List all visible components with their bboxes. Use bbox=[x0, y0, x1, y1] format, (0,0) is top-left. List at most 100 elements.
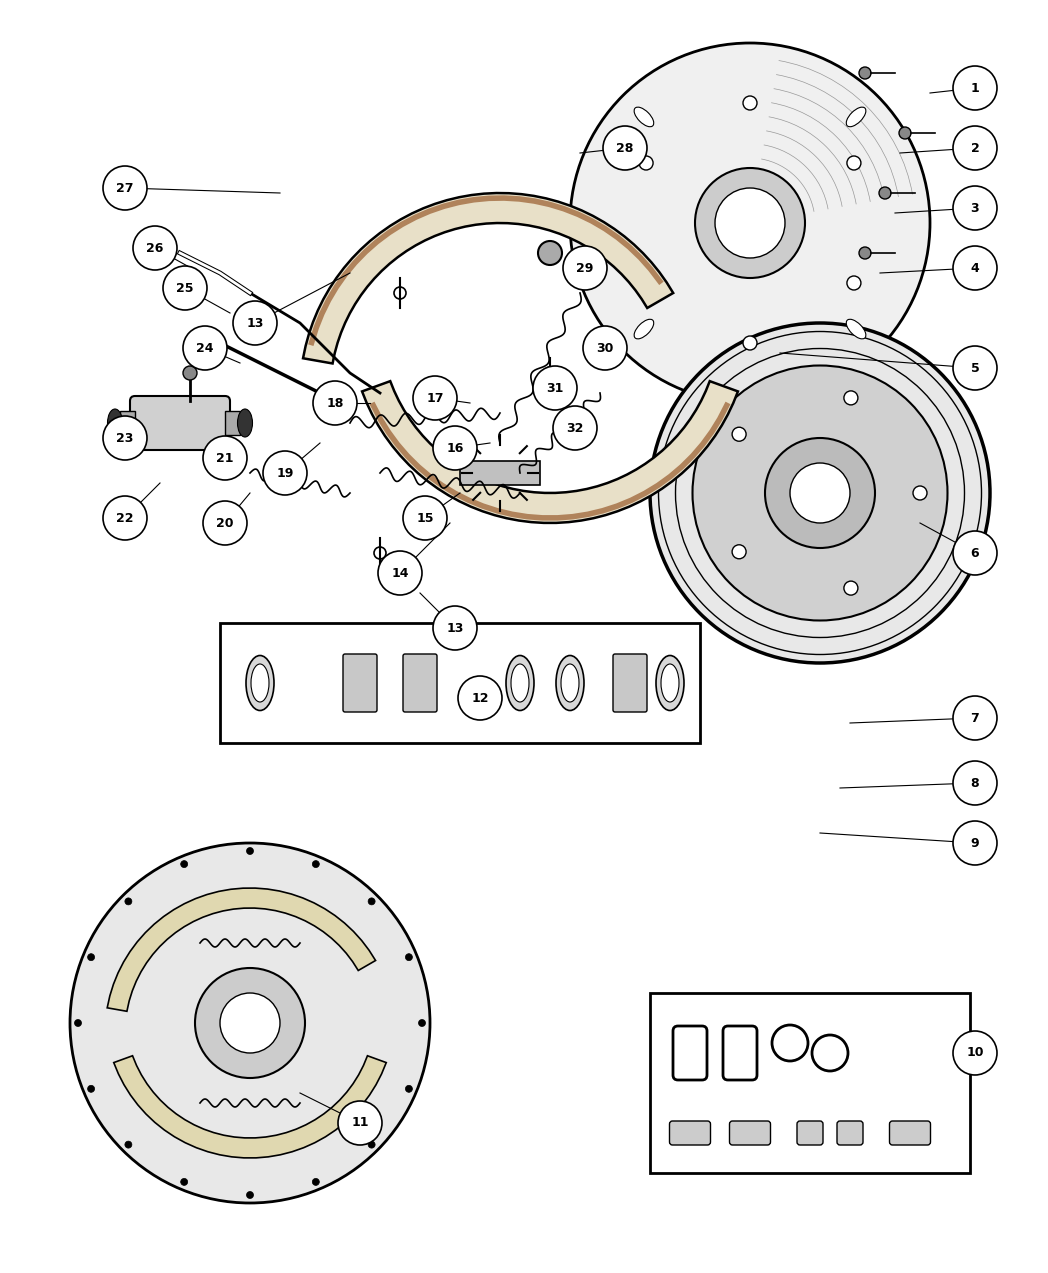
Text: 23: 23 bbox=[116, 432, 134, 444]
Text: 8: 8 bbox=[970, 777, 979, 789]
Circle shape bbox=[133, 227, 177, 270]
Text: 32: 32 bbox=[566, 421, 584, 434]
Text: 6: 6 bbox=[970, 546, 979, 560]
Ellipse shape bbox=[847, 107, 866, 127]
Circle shape bbox=[312, 861, 320, 868]
FancyBboxPatch shape bbox=[729, 1122, 770, 1144]
Text: 21: 21 bbox=[216, 452, 234, 465]
Circle shape bbox=[406, 1086, 413, 1092]
Circle shape bbox=[183, 326, 227, 370]
Text: 25: 25 bbox=[176, 281, 194, 294]
Circle shape bbox=[403, 496, 447, 540]
Text: 28: 28 bbox=[616, 141, 634, 154]
Circle shape bbox=[74, 1020, 82, 1026]
Text: 31: 31 bbox=[546, 382, 564, 395]
Circle shape bbox=[339, 1101, 383, 1144]
Circle shape bbox=[899, 127, 911, 139]
Polygon shape bbox=[303, 193, 673, 364]
Circle shape bbox=[433, 426, 477, 470]
Circle shape bbox=[88, 953, 94, 961]
Text: 26: 26 bbox=[147, 242, 163, 255]
Ellipse shape bbox=[661, 665, 679, 701]
Circle shape bbox=[246, 848, 254, 854]
Circle shape bbox=[715, 188, 785, 258]
Circle shape bbox=[88, 1086, 94, 1092]
Circle shape bbox=[743, 336, 757, 350]
Circle shape bbox=[953, 531, 997, 575]
Ellipse shape bbox=[556, 656, 584, 710]
Circle shape bbox=[953, 1031, 997, 1074]
Circle shape bbox=[879, 187, 891, 199]
Text: 30: 30 bbox=[596, 341, 614, 354]
Circle shape bbox=[263, 451, 307, 495]
Ellipse shape bbox=[634, 107, 654, 127]
Polygon shape bbox=[114, 1055, 387, 1158]
Circle shape bbox=[639, 157, 653, 171]
Circle shape bbox=[859, 247, 871, 258]
Ellipse shape bbox=[238, 409, 253, 437]
Text: 13: 13 bbox=[446, 621, 463, 634]
Circle shape bbox=[953, 246, 997, 290]
Text: 7: 7 bbox=[970, 712, 980, 724]
Circle shape bbox=[180, 861, 188, 868]
Circle shape bbox=[125, 1141, 132, 1148]
Ellipse shape bbox=[252, 665, 269, 701]
Circle shape bbox=[406, 953, 413, 961]
Circle shape bbox=[953, 186, 997, 230]
Circle shape bbox=[368, 1141, 375, 1148]
Circle shape bbox=[570, 43, 930, 404]
Circle shape bbox=[433, 606, 477, 651]
Circle shape bbox=[378, 551, 422, 594]
Circle shape bbox=[913, 486, 927, 500]
Circle shape bbox=[368, 897, 375, 905]
Text: 11: 11 bbox=[351, 1116, 369, 1129]
Circle shape bbox=[103, 416, 147, 460]
Ellipse shape bbox=[561, 665, 578, 701]
Text: 20: 20 bbox=[216, 517, 234, 530]
Circle shape bbox=[203, 435, 247, 480]
Circle shape bbox=[233, 300, 277, 345]
Ellipse shape bbox=[506, 656, 534, 710]
Circle shape bbox=[70, 843, 430, 1203]
Bar bbox=[225, 411, 240, 435]
Circle shape bbox=[246, 1192, 254, 1198]
Circle shape bbox=[693, 365, 947, 620]
Text: 10: 10 bbox=[966, 1046, 984, 1059]
Ellipse shape bbox=[108, 409, 123, 437]
Text: 15: 15 bbox=[416, 512, 434, 524]
FancyBboxPatch shape bbox=[130, 396, 230, 449]
Text: 27: 27 bbox=[116, 182, 134, 195]
Bar bbox=[220, 622, 700, 743]
Circle shape bbox=[553, 406, 597, 449]
Text: 4: 4 bbox=[970, 261, 980, 275]
Circle shape bbox=[953, 126, 997, 171]
Circle shape bbox=[183, 367, 197, 381]
Bar bbox=[650, 993, 970, 1172]
FancyBboxPatch shape bbox=[890, 1122, 931, 1144]
Circle shape bbox=[847, 276, 860, 290]
Circle shape bbox=[418, 1020, 425, 1026]
Circle shape bbox=[847, 157, 860, 171]
Ellipse shape bbox=[656, 656, 684, 710]
Text: 14: 14 bbox=[391, 566, 409, 579]
Circle shape bbox=[953, 761, 997, 805]
Circle shape bbox=[953, 346, 997, 390]
Circle shape bbox=[695, 168, 805, 278]
Text: 22: 22 bbox=[116, 512, 134, 524]
Circle shape bbox=[650, 323, 990, 663]
Circle shape bbox=[312, 1179, 320, 1185]
Circle shape bbox=[733, 428, 746, 442]
FancyBboxPatch shape bbox=[403, 654, 437, 712]
Text: 5: 5 bbox=[970, 362, 980, 374]
Circle shape bbox=[413, 376, 457, 420]
Text: 1: 1 bbox=[970, 81, 980, 94]
Text: 24: 24 bbox=[196, 341, 214, 354]
Text: 18: 18 bbox=[326, 396, 344, 410]
Circle shape bbox=[953, 66, 997, 109]
Circle shape bbox=[313, 381, 357, 425]
Text: 12: 12 bbox=[472, 691, 488, 704]
Circle shape bbox=[195, 967, 305, 1078]
Circle shape bbox=[859, 67, 871, 79]
Ellipse shape bbox=[847, 320, 866, 339]
Circle shape bbox=[953, 821, 997, 864]
